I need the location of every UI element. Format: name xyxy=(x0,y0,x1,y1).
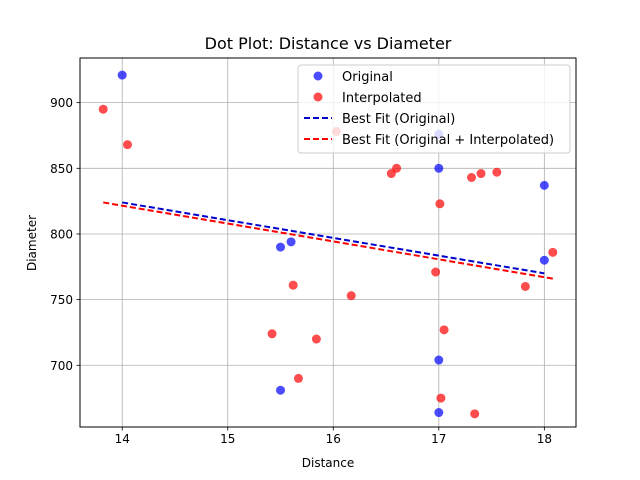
x-tick-label: 14 xyxy=(115,432,130,446)
x-tick-label: 18 xyxy=(537,432,552,446)
data-point-interpolated xyxy=(267,329,277,339)
best-fit-line-combined xyxy=(103,201,553,280)
y-tick-label: 750 xyxy=(50,293,73,307)
data-point-interpolated xyxy=(470,409,480,419)
data-point-interpolated xyxy=(467,172,477,182)
data-point-interpolated xyxy=(293,373,303,383)
data-point-original xyxy=(434,355,444,365)
axis-ticks: 14 15 16 17 18 700 750 800 850 900 xyxy=(50,96,552,446)
x-tick-label: 16 xyxy=(326,432,341,446)
x-tick-label: 15 xyxy=(220,432,235,446)
legend-label-original: Original xyxy=(342,70,393,85)
data-point-interpolated xyxy=(520,281,530,291)
data-point-interpolated xyxy=(476,169,486,179)
chart-title: Dot Plot: Distance vs Diameter xyxy=(205,34,452,53)
y-tick-label: 850 xyxy=(50,162,73,176)
x-tick-label: 17 xyxy=(431,432,446,446)
data-point-interpolated xyxy=(436,393,446,403)
y-tick-label: 900 xyxy=(50,96,73,110)
legend-box xyxy=(297,64,571,154)
plot-data xyxy=(98,70,558,419)
data-point-interpolated xyxy=(122,140,132,150)
legend-label-interpolated: Interpolated xyxy=(342,91,422,106)
data-point-original xyxy=(117,70,127,80)
plot-area-frame xyxy=(79,57,577,428)
data-point-interpolated xyxy=(288,280,298,290)
data-point-interpolated xyxy=(439,325,449,335)
best-fit-line-original xyxy=(122,201,545,275)
y-tick-label: 700 xyxy=(50,359,73,373)
legend-marker-interpolated xyxy=(313,92,323,102)
data-point-interpolated xyxy=(98,104,108,114)
data-point-original xyxy=(286,237,296,247)
data-point-interpolated xyxy=(548,247,558,257)
legend-label-best-fit-original: Best Fit (Original) xyxy=(342,112,455,127)
y-tick-label: 800 xyxy=(50,227,73,241)
data-point-original xyxy=(276,385,286,395)
data-point-original xyxy=(539,180,549,190)
data-point-original xyxy=(539,255,549,265)
data-point-original xyxy=(276,242,286,252)
legend-label-best-fit-combined: Best Fit (Original + Interpolated) xyxy=(342,133,554,148)
data-point-interpolated xyxy=(346,291,356,301)
data-point-interpolated xyxy=(392,163,402,173)
data-point-original xyxy=(434,163,444,173)
data-point-original xyxy=(434,408,444,418)
legend: Original Interpolated Best Fit (Original… xyxy=(297,64,571,154)
data-point-interpolated xyxy=(431,267,441,277)
data-point-interpolated xyxy=(311,334,321,344)
y-axis-label: Diameter xyxy=(25,215,39,271)
data-point-interpolated xyxy=(435,199,445,209)
x-axis-label: Distance xyxy=(302,456,354,470)
legend-marker-original xyxy=(313,71,323,81)
data-point-interpolated xyxy=(492,167,502,177)
